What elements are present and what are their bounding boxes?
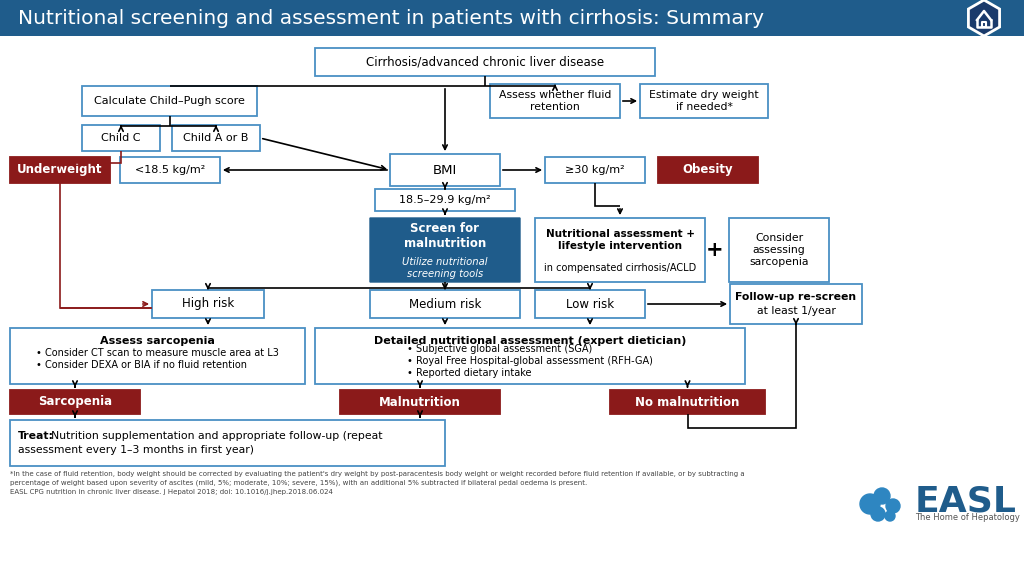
FancyBboxPatch shape [658,157,758,183]
FancyBboxPatch shape [535,218,705,282]
Text: lifestyle intervention: lifestyle intervention [558,241,682,251]
Text: Cirrhosis/advanced chronic liver disease: Cirrhosis/advanced chronic liver disease [366,55,604,69]
FancyBboxPatch shape [545,157,645,183]
Text: BMI: BMI [433,164,457,176]
Text: at least 1/year: at least 1/year [757,306,836,316]
Text: Estimate dry weight
if needed*: Estimate dry weight if needed* [649,90,759,112]
Circle shape [871,507,885,521]
Text: in compensated cirrhosis/ACLD: in compensated cirrhosis/ACLD [544,263,696,273]
Text: Malnutrition: Malnutrition [379,396,461,408]
FancyBboxPatch shape [730,284,862,324]
Text: Assess whether fluid
retention: Assess whether fluid retention [499,90,611,112]
Text: EASL CPG nutrition in chronic liver disease. J Hepatol 2018; doi: 10.1016/j.jhep: EASL CPG nutrition in chronic liver dise… [10,489,333,495]
FancyBboxPatch shape [390,154,500,186]
FancyBboxPatch shape [315,48,655,76]
FancyBboxPatch shape [370,290,520,318]
FancyBboxPatch shape [490,84,620,118]
Text: Consider
assessing
sarcopenia: Consider assessing sarcopenia [750,233,809,267]
Text: • Subjective global assessment (SGA)
• Royal Free Hospital-global assessment (RF: • Subjective global assessment (SGA) • R… [408,344,653,378]
FancyBboxPatch shape [640,84,768,118]
FancyBboxPatch shape [0,0,1024,36]
Text: 18.5–29.9 kg/m²: 18.5–29.9 kg/m² [399,195,490,205]
FancyBboxPatch shape [10,390,140,414]
Text: Underweight: Underweight [17,164,102,176]
Text: <18.5 kg/m²: <18.5 kg/m² [135,165,205,175]
Text: Nutrition supplementation and appropriate follow-up (repeat: Nutrition supplementation and appropriat… [51,431,383,441]
Text: Child C: Child C [101,133,140,143]
Circle shape [874,488,890,504]
Text: Screen for
malnutrition: Screen for malnutrition [403,222,486,250]
FancyBboxPatch shape [10,328,305,384]
Text: ≥30 kg/m²: ≥30 kg/m² [565,165,625,175]
Text: Treat:: Treat: [18,431,54,441]
Text: High risk: High risk [182,297,234,310]
FancyBboxPatch shape [10,157,110,183]
FancyBboxPatch shape [315,328,745,384]
FancyBboxPatch shape [370,218,520,282]
Text: *In the case of fluid retention, body weight should be corrected by evaluating t: *In the case of fluid retention, body we… [10,471,744,477]
Text: assessment every 1–3 months in first year): assessment every 1–3 months in first yea… [18,445,254,455]
FancyBboxPatch shape [375,189,515,211]
FancyBboxPatch shape [10,420,445,466]
Circle shape [885,511,895,521]
FancyBboxPatch shape [152,290,264,318]
Text: Calculate Child–Pugh score: Calculate Child–Pugh score [94,96,245,106]
FancyBboxPatch shape [82,125,160,151]
Text: Low risk: Low risk [566,297,614,310]
Text: +: + [707,240,724,260]
FancyBboxPatch shape [340,390,500,414]
Text: Child A or B: Child A or B [183,133,249,143]
FancyBboxPatch shape [729,218,829,282]
FancyBboxPatch shape [535,290,645,318]
Text: No malnutrition: No malnutrition [635,396,739,408]
FancyBboxPatch shape [82,86,257,116]
Text: Follow-up re-screen: Follow-up re-screen [735,292,856,302]
Text: percentage of weight based upon severity of ascites (mild, 5%; moderate, 10%; se: percentage of weight based upon severity… [10,480,587,487]
Circle shape [886,499,900,513]
Text: The Home of Hepatology: The Home of Hepatology [915,513,1020,522]
Text: Assess sarcopenia: Assess sarcopenia [100,336,215,346]
Text: EASL: EASL [915,484,1017,518]
Text: Sarcopenia: Sarcopenia [38,396,112,408]
FancyBboxPatch shape [120,157,220,183]
Text: Nutritional assessment +: Nutritional assessment + [546,229,694,239]
Text: Utilize nutritional
screening tools: Utilize nutritional screening tools [402,257,487,279]
Text: Nutritional screening and assessment in patients with cirrhosis: Summary: Nutritional screening and assessment in … [18,9,764,28]
Text: Detailed nutritional assessment (expert dietician): Detailed nutritional assessment (expert … [374,336,686,346]
Text: • Consider CT scan to measure muscle area at L3
• Consider DEXA or BIA if no flu: • Consider CT scan to measure muscle are… [36,348,279,370]
Text: Medium risk: Medium risk [409,297,481,310]
Text: Obesity: Obesity [683,164,733,176]
FancyBboxPatch shape [610,390,765,414]
Polygon shape [969,0,999,36]
FancyBboxPatch shape [172,125,260,151]
Circle shape [860,494,880,514]
